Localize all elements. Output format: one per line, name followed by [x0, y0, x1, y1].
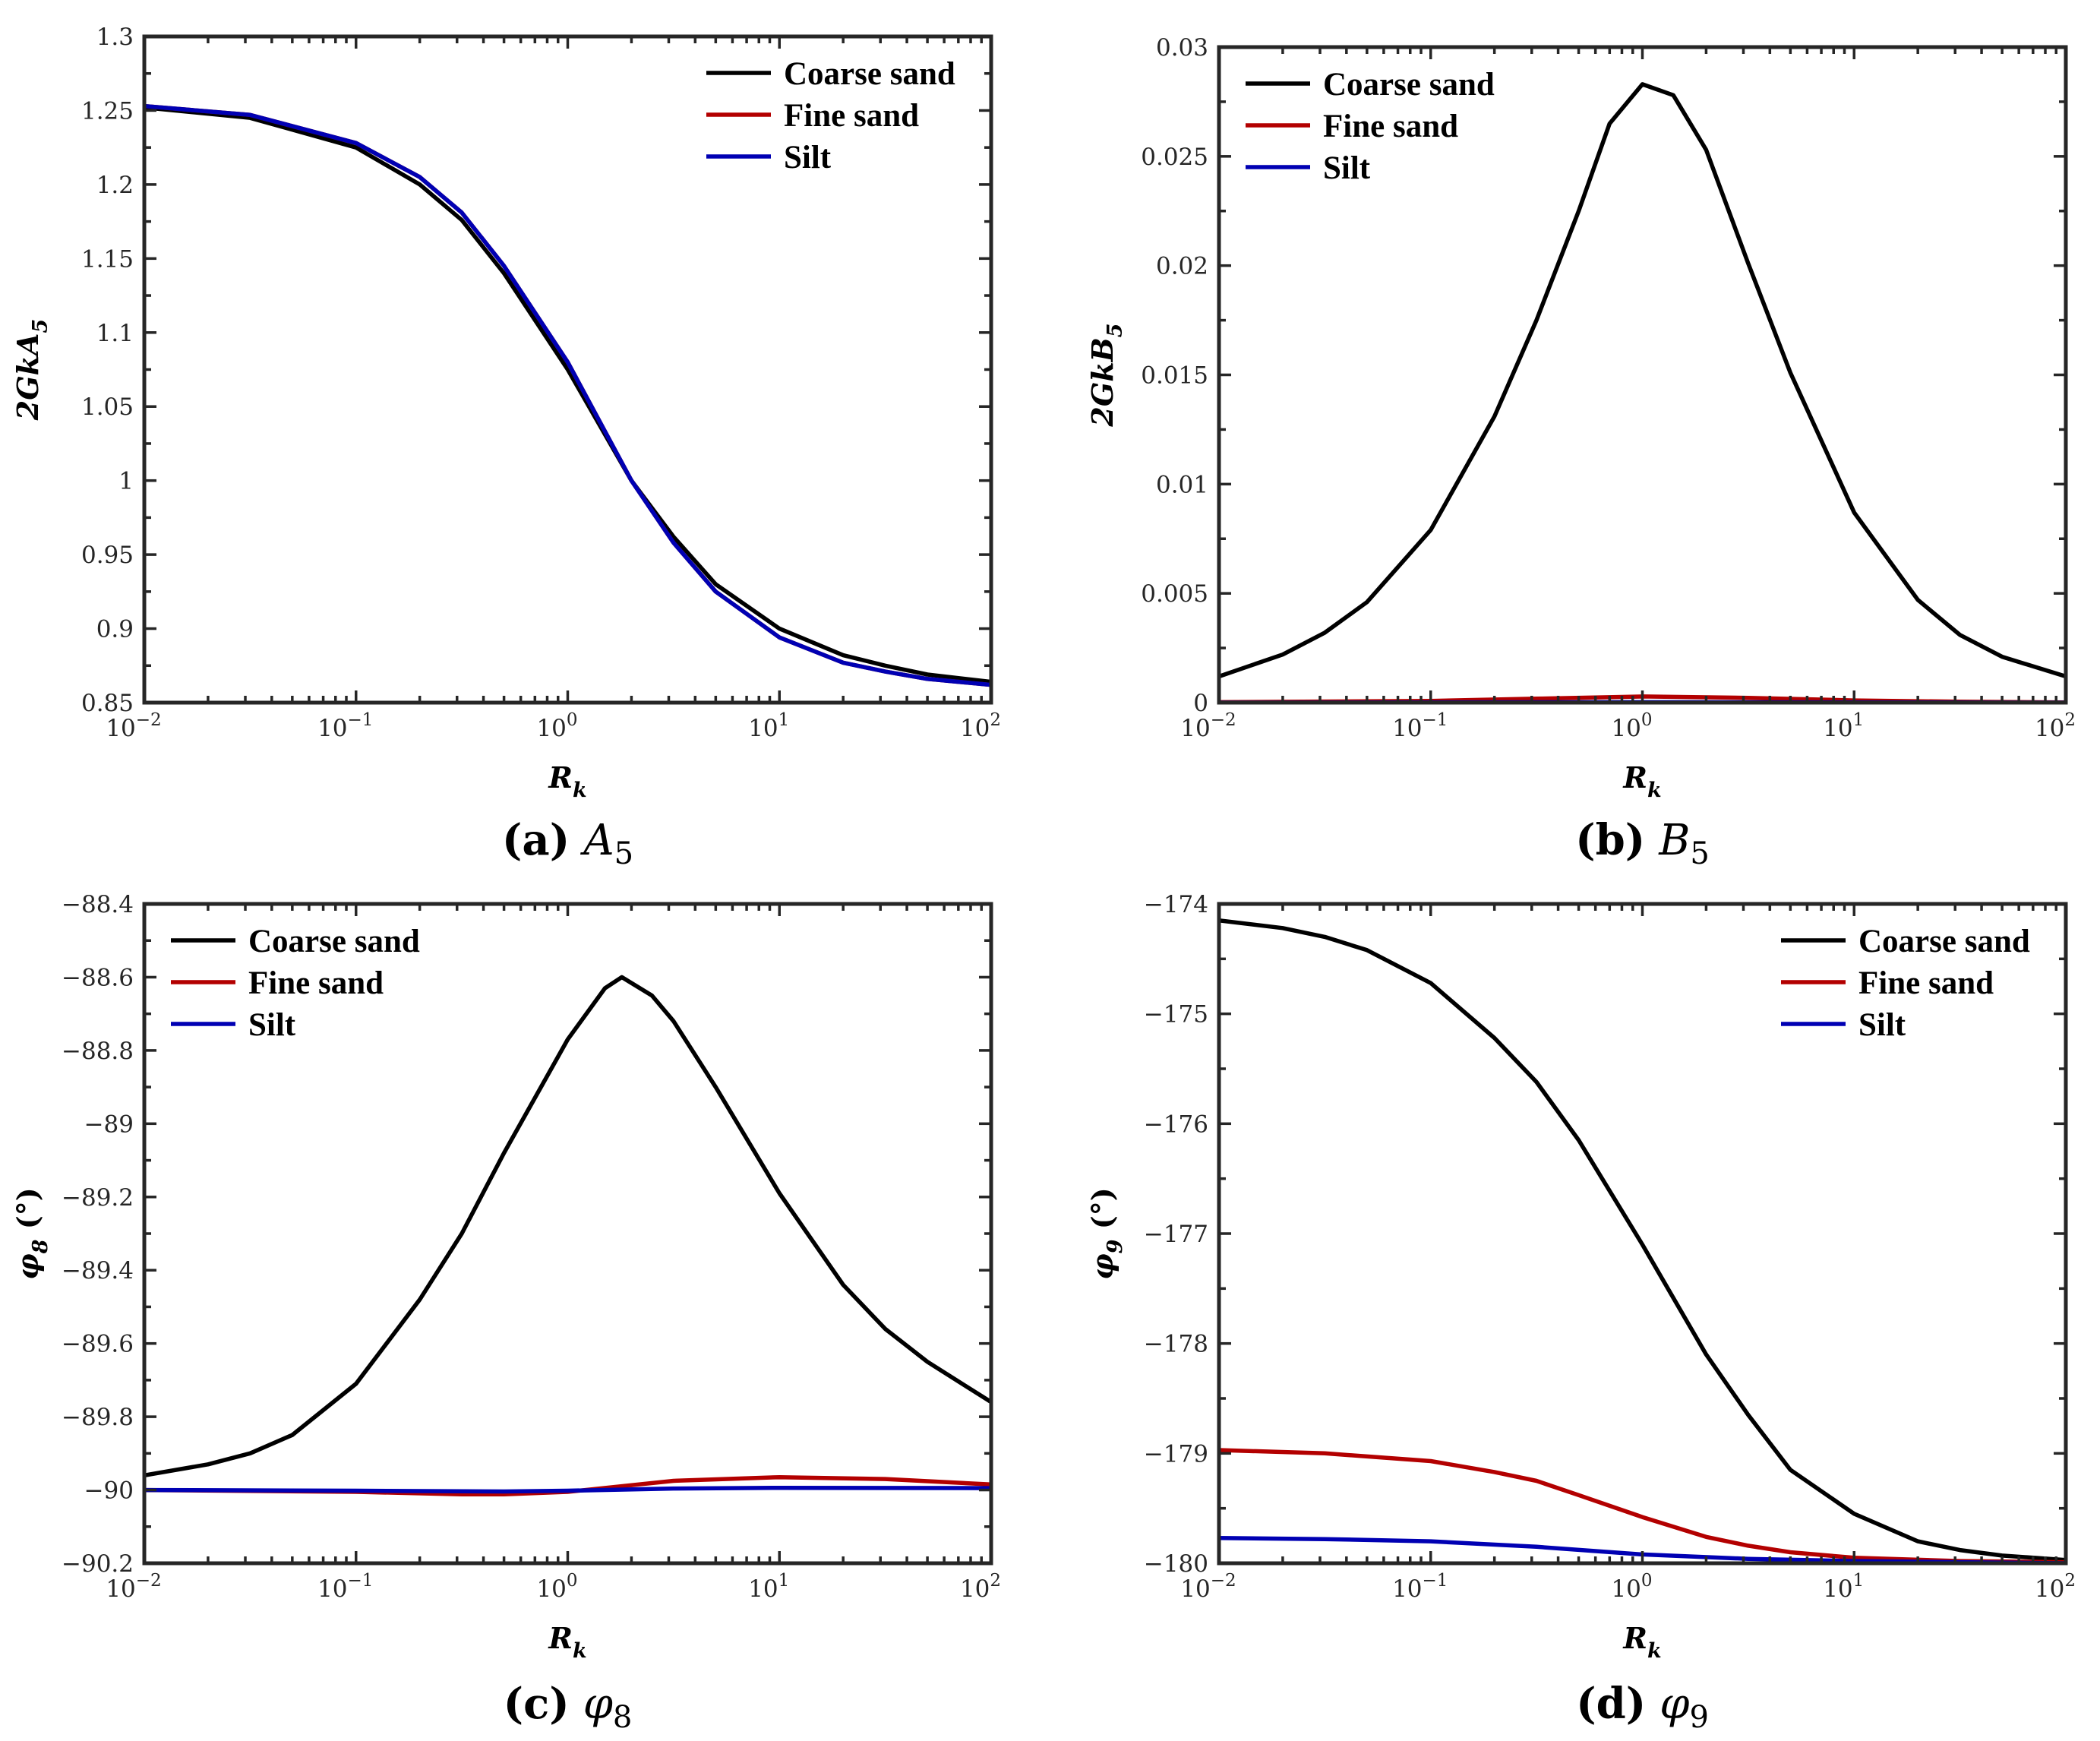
y-tick-label: 0.9: [96, 616, 134, 643]
y-tick-label: 0.025: [1141, 144, 1208, 171]
panel-d: 10−2 10−1 100 101 102 −180 −179 −178 −177 −176 −17…: [1085, 891, 2076, 1735]
y-tick-label: −89: [84, 1111, 134, 1138]
y-tick-label: 0: [1193, 690, 1208, 717]
legend-label: Fine sand: [1323, 109, 1458, 144]
x-axis-label: Rk: [1622, 1621, 1661, 1663]
legend-label: Fine sand: [784, 98, 919, 134]
legend-label: Silt: [248, 1007, 296, 1043]
x-tick-label: 101: [748, 710, 789, 742]
y-tick-label: 0.02: [1156, 253, 1208, 280]
y-tick-label: −174: [1144, 891, 1208, 918]
y-tick-label: −88.6: [62, 964, 134, 991]
x-axis-label: Rk: [548, 760, 586, 802]
x-tick-label: 100: [536, 710, 577, 742]
y-tick-label: 1.1: [96, 320, 134, 347]
y-tick-label: 0.85: [81, 690, 134, 717]
x-axis-label: Rk: [1622, 760, 1661, 802]
legend-label: Fine sand: [1858, 965, 1994, 1001]
x-tick-label: 10−2: [106, 1571, 161, 1603]
y-tick-label: −176: [1144, 1111, 1208, 1138]
y-tick-label: −177: [1144, 1221, 1208, 1248]
y-tick-label: −90: [84, 1477, 134, 1505]
legend: Coarse sand Fine sand Silt: [706, 56, 955, 175]
legend-label: Silt: [1858, 1007, 1906, 1043]
y-tick-label: −88.4: [62, 891, 134, 918]
x-tick-label: 101: [1823, 710, 1864, 742]
y-tick-label: 0.015: [1141, 362, 1208, 390]
x-tick-label: 10−2: [1180, 1571, 1236, 1603]
legend-label: Coarse sand: [784, 56, 955, 92]
y-tick-label: −180: [1144, 1550, 1208, 1578]
legend-label: Coarse sand: [1323, 67, 1495, 103]
y-tick-label: 1.15: [81, 245, 134, 273]
x-tick-label: 102: [2035, 1571, 2076, 1603]
legend-label: Fine sand: [248, 965, 384, 1001]
y-tick-label: 1.25: [81, 97, 134, 125]
legend: Coarse sand Fine sand Silt: [1246, 67, 1495, 186]
panel-b: 10−2 10−1 100 101 102 0 0.005 0.01 0.015 0.02 0.02…: [1085, 34, 2076, 871]
x-tick-label: 100: [1611, 1571, 1652, 1603]
y-axis-label: 2GkB5: [1085, 323, 1127, 427]
legend: Coarse sand Fine sand Silt: [171, 924, 420, 1043]
y-tick-label: 0.95: [81, 542, 134, 569]
y-tick-label: −89.8: [62, 1404, 134, 1431]
y-axis-label: φ9 (°): [1085, 1187, 1127, 1279]
y-tick-label: 1: [118, 468, 134, 495]
y-tick-label: 1.2: [96, 172, 134, 199]
y-tick-label: −89.6: [62, 1331, 134, 1358]
y-tick-label: −175: [1144, 1001, 1208, 1028]
x-tick-label: 100: [1611, 710, 1652, 742]
series-line-coarse: [1219, 918, 2066, 1562]
x-tick-label: 10−1: [1392, 710, 1448, 742]
series-line-coarse: [144, 975, 991, 1478]
x-tick-label: 101: [1823, 1571, 1864, 1603]
x-tick-label: 100: [536, 1571, 577, 1603]
x-tick-label: 10−2: [1180, 710, 1236, 742]
x-tick-label: 10−1: [317, 1571, 373, 1603]
x-tick-label: 10−1: [317, 710, 373, 742]
y-tick-label: 1.3: [96, 24, 134, 51]
y-axis-label: φ8 (°): [11, 1187, 52, 1279]
panel-a: 10−2 10−1 100 101 102 0.85 0.9 0.95 1 1.05 1.1 1.15…: [11, 24, 1001, 871]
legend-label: Coarse sand: [1858, 924, 2030, 959]
y-tick-label: −179: [1144, 1440, 1208, 1468]
x-tick-label: 101: [748, 1571, 789, 1603]
legend-label: Silt: [784, 140, 832, 175]
y-tick-label: −90.2: [62, 1550, 134, 1578]
x-tick-label: 102: [2035, 710, 2076, 742]
y-tick-label: −89.2: [62, 1184, 134, 1212]
legend-label: Silt: [1323, 150, 1371, 186]
x-tick-label: 10−2: [106, 710, 161, 742]
y-tick-label: −89.4: [62, 1257, 134, 1284]
y-tick-label: −178: [1144, 1331, 1208, 1358]
legend-label: Coarse sand: [248, 924, 420, 959]
legend: Coarse sand Fine sand Silt: [1781, 924, 2030, 1043]
series-line-coarse: [1219, 82, 2066, 679]
x-tick-label: 102: [960, 710, 1001, 742]
panel-caption: (d) φ9: [1576, 1679, 1709, 1735]
series-line-silt: [144, 103, 991, 687]
x-tick-label: 102: [960, 1571, 1001, 1603]
series-line-silt: [144, 1485, 991, 1494]
x-tick-label: 10−1: [1392, 1571, 1448, 1603]
y-tick-label: −88.8: [62, 1038, 134, 1065]
x-axis-label: Rk: [548, 1621, 586, 1663]
y-tick-label: 0.03: [1156, 34, 1208, 62]
panel-c: 10−2 10−1 100 101 102 −90.2 −90 −89.8 −89.6 −89.4…: [11, 891, 1001, 1735]
y-tick-label: 1.05: [81, 393, 134, 421]
panel-caption: (a) A5: [502, 815, 633, 871]
y-axis-label: 2GkA5: [11, 319, 52, 422]
y-tick-label: 0.01: [1156, 471, 1208, 498]
panel-caption: (b) B5: [1575, 815, 1710, 871]
panel-caption: (c) φ8: [504, 1679, 633, 1735]
y-tick-label: 0.005: [1141, 580, 1208, 608]
